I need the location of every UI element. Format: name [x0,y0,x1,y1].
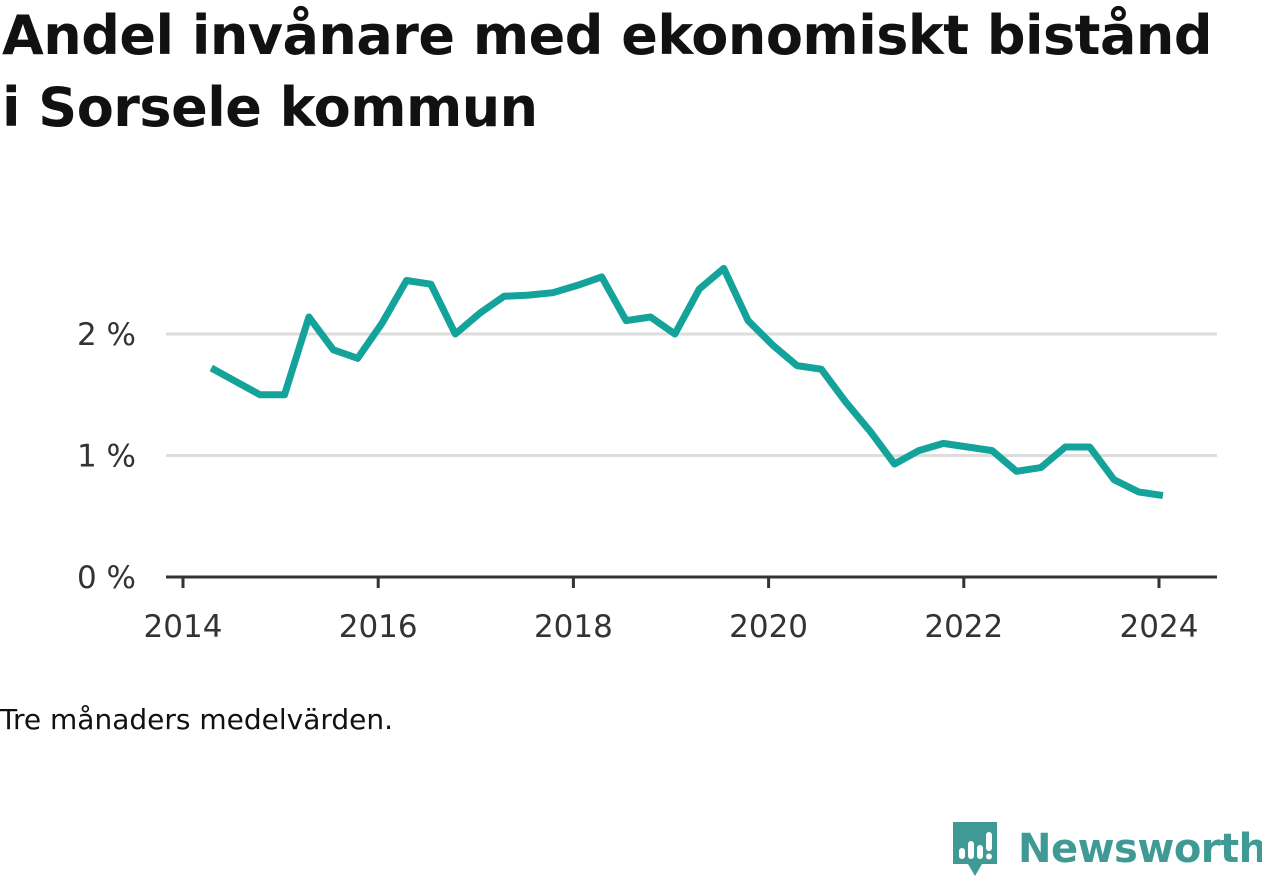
x-tick-label: 2022 [924,609,1003,645]
x-tick-label: 2020 [729,609,808,645]
y-tick-label: 0 % [77,560,136,596]
brand-name: Newsworthy [1018,826,1262,872]
x-tick-label: 2024 [1120,609,1199,645]
chart-note: Tre månaders medelvärden. [0,703,394,736]
gridlines [166,332,1217,457]
x-axis: 2014 2016 2018 2020 2022 2024 [144,575,1217,645]
newsworthy-logo-icon [953,822,997,876]
series-layer [209,264,1164,500]
x-tick-label: 2014 [144,609,223,645]
y-tick-label: 1 % [77,439,136,475]
brand-logo: Newsworthy [950,818,1262,880]
series-line [209,264,1164,500]
y-tick-label: 2 % [77,317,136,353]
x-tick-label: 2018 [534,609,613,645]
chart-title: Andel invånare med ekonomiskt bistånd i … [2,4,1213,139]
y-axis: 0 % 1 % 2 % [77,317,136,596]
x-tick-label: 2016 [339,609,418,645]
